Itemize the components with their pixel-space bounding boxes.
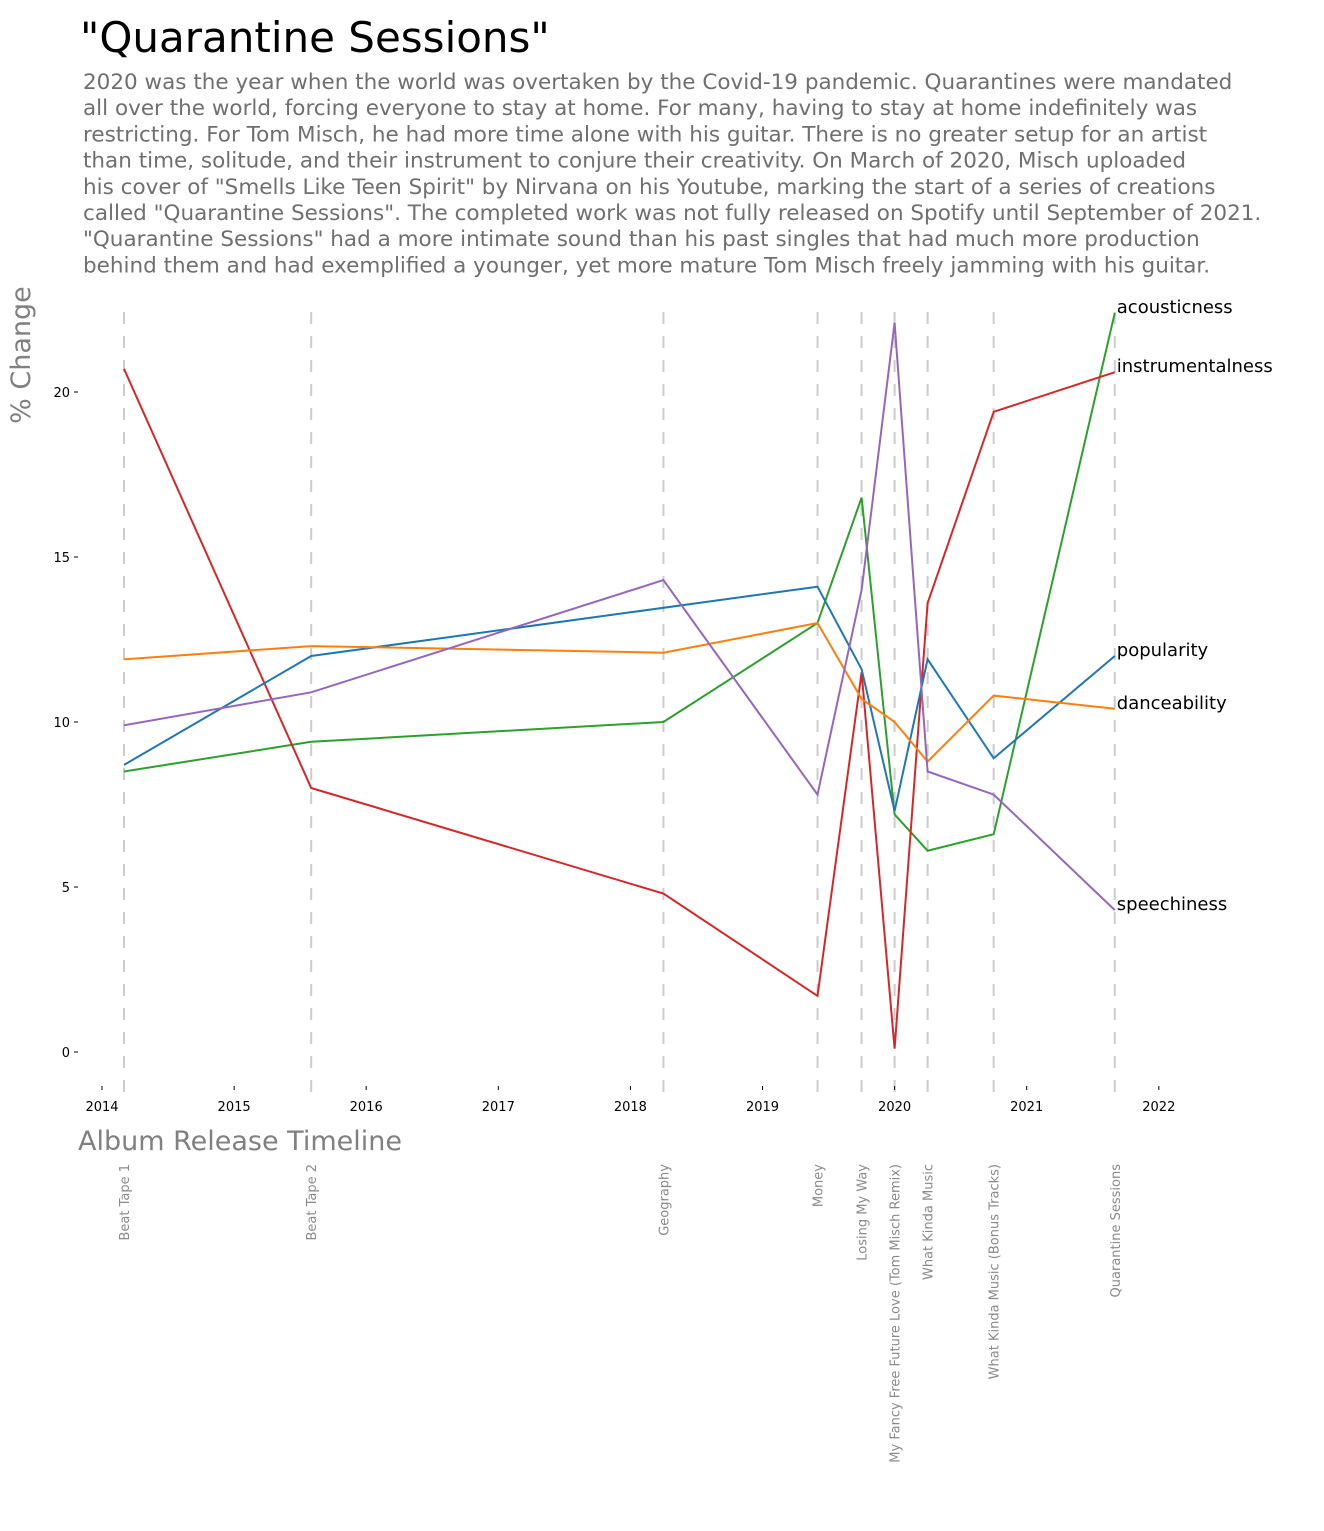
- paragraph-line: "Quarantine Sessions" had a more intimat…: [83, 227, 1200, 252]
- description-paragraph: 2020 was the year when the world was ove…: [83, 70, 1261, 278]
- x-tick-label: 2019: [746, 1100, 779, 1115]
- series-label-danceability: danceability: [1117, 693, 1227, 714]
- release-label: Quarantine Sessions: [1109, 1164, 1124, 1298]
- series-lines: [123, 312, 1116, 1049]
- y-tick-label: 0: [62, 1046, 70, 1061]
- release-label: Money: [812, 1164, 827, 1207]
- series-label-speechiness: speechiness: [1117, 894, 1228, 915]
- y-tick-label: 20: [53, 386, 70, 401]
- series-line-instrumentalness: [123, 368, 1116, 1049]
- x-axis-title: Album Release Timeline: [78, 1126, 402, 1157]
- series-line-acousticness: [123, 312, 1116, 852]
- release-markers: [123, 312, 1116, 1092]
- paragraph-line: restricting. For Tom Misch, he had more …: [83, 122, 1207, 147]
- paragraph-line: than time, solitude, and their instrumen…: [83, 149, 1186, 174]
- x-tick-label: 2021: [1010, 1100, 1043, 1115]
- chart-title: "Quarantine Sessions": [80, 13, 550, 62]
- release-label: Beat Tape 2: [305, 1164, 320, 1241]
- release-label: What Kinda Music: [922, 1164, 937, 1280]
- series-line-speechiness: [123, 322, 1116, 911]
- x-tick-label: 2014: [85, 1100, 118, 1115]
- series-label-popularity: popularity: [1117, 640, 1209, 661]
- paragraph-line: his cover of "Smells Like Teen Spirit" b…: [83, 175, 1215, 200]
- series-labels: acousticness instrumentalness popularity da…: [1117, 297, 1273, 915]
- x-tick-label: 2015: [218, 1100, 251, 1115]
- y-axis-title: % Change: [6, 286, 37, 424]
- release-label: Geography: [657, 1164, 672, 1236]
- series-label-acousticness: acousticness: [1117, 297, 1233, 318]
- paragraph-line: called "Quarantine Sessions". The comple…: [83, 201, 1261, 226]
- y-tick-label: 10: [53, 716, 70, 731]
- x-tick-label: 2022: [1142, 1100, 1175, 1115]
- axes: 2014 2015 2016 2017 2018 2019 2020 2021 20220510…: [53, 386, 1175, 1115]
- x-tick-label: 2017: [482, 1100, 515, 1115]
- x-tick-label: 2020: [878, 1100, 911, 1115]
- y-tick-label: 5: [62, 881, 70, 896]
- release-label: What Kinda Music (Bonus Tracks): [988, 1164, 1003, 1379]
- release-label: My Fancy Free Future Love (Tom Misch Rem…: [889, 1164, 904, 1463]
- x-tick-label: 2018: [614, 1100, 647, 1115]
- y-tick-label: 15: [53, 551, 70, 566]
- paragraph-line: behind them and had exemplified a younge…: [83, 253, 1210, 278]
- series-line-popularity: [123, 585, 1116, 812]
- release-label: Losing My Way: [856, 1164, 871, 1261]
- series-line-danceability: [123, 621, 1115, 764]
- release-labels: Beat Tape 1 Beat Tape 2 Geography Money Losi…: [118, 1164, 1124, 1463]
- release-label: Beat Tape 1: [118, 1164, 133, 1241]
- paragraph-line: 2020 was the year when the world was ove…: [83, 70, 1232, 95]
- paragraph-line: all over the world, forcing everyone to …: [83, 96, 1197, 121]
- x-tick-label: 2016: [350, 1100, 383, 1115]
- series-label-instrumentalness: instrumentalness: [1117, 356, 1273, 377]
